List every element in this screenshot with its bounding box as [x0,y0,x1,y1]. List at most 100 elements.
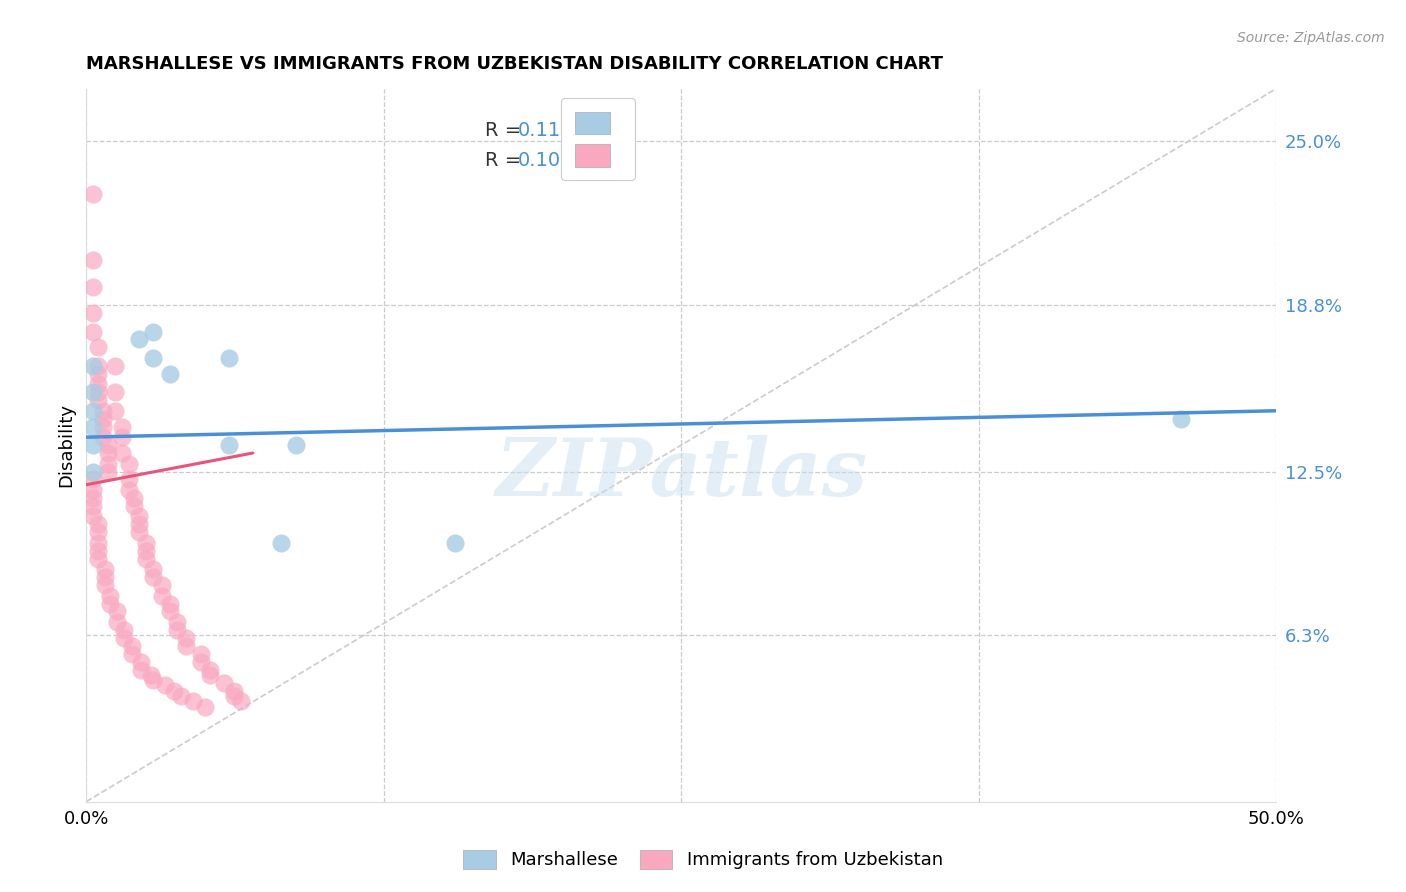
Point [121,639,143,653]
Point [152,589,174,603]
Point [87,367,110,381]
Point [183,694,205,708]
Point [163,683,186,698]
Point [128,517,150,532]
Point [91,430,114,444]
Point [87,536,110,550]
Point [98,589,121,603]
Point [222,683,245,698]
Point [82,419,104,434]
Point [198,668,221,682]
Text: Source: ZipAtlas.com: Source: ZipAtlas.com [1237,31,1385,45]
Point [91,403,114,417]
Point [87,525,110,540]
Point [82,499,104,513]
Point [222,689,245,703]
Point [87,393,110,408]
Point [94,570,117,584]
Point [105,605,128,619]
Point [128,333,150,347]
Text: 82: 82 [600,152,627,170]
Point [82,465,104,479]
Point [159,597,181,611]
Point [129,663,152,677]
Point [153,678,176,692]
Point [166,623,188,637]
Point [444,536,467,550]
Point [105,615,128,629]
Point [1170,411,1192,425]
Point [82,472,104,486]
Point [128,525,150,540]
Text: MARSHALLESE VS IMMIGRANTS FROM UZBEKISTAN DISABILITY CORRELATION CHART: MARSHALLESE VS IMMIGRANTS FROM UZBEKISTA… [86,55,943,73]
Point [135,536,157,550]
Point [91,411,114,425]
Point [87,377,110,392]
Point [94,578,117,592]
Point [142,351,165,365]
Point [142,570,165,584]
Point [170,689,193,703]
Point [190,655,212,669]
Text: N =: N = [568,120,624,140]
Point [218,351,240,365]
Text: R =: R = [485,152,527,170]
Point [142,325,165,339]
Point [129,655,152,669]
Text: 0.109: 0.109 [519,152,574,170]
Text: ZIPatlas: ZIPatlas [495,435,868,512]
Point [198,663,221,677]
Point [135,543,157,558]
Point [159,605,181,619]
Point [142,562,165,576]
Point [229,694,252,708]
Point [284,438,307,452]
Point [98,597,121,611]
Point [190,647,212,661]
Point [111,446,134,460]
Point [82,385,104,400]
Text: R =: R = [485,120,527,140]
Point [82,187,104,202]
Point [142,673,165,687]
Point [218,438,240,452]
Point [128,509,150,524]
Point [112,631,135,645]
Point [104,403,127,417]
Point [118,483,141,497]
Point [270,536,292,550]
Point [122,499,145,513]
Point [82,403,104,417]
Point [87,340,110,354]
Point [82,509,104,524]
Text: 0.114: 0.114 [519,120,574,140]
Point [112,623,135,637]
Point [135,551,157,566]
Text: 16: 16 [600,120,627,140]
Point [82,253,104,268]
Point [87,385,110,400]
Y-axis label: Disability: Disability [58,403,75,487]
Point [91,419,114,434]
Point [82,491,104,505]
Point [97,465,120,479]
Point [166,615,188,629]
Legend: , : , [561,98,636,180]
Point [94,562,117,576]
Text: N =: N = [568,152,624,170]
Point [152,578,174,592]
Point [82,438,104,452]
Point [194,699,217,714]
Point [214,675,236,690]
Point [87,551,110,566]
Point [121,647,143,661]
Point [82,359,104,373]
Point [82,325,104,339]
Point [87,517,110,532]
Point [118,457,141,471]
Point [139,668,162,682]
Legend: Marshallese, Immigrants from Uzbekistan: Marshallese, Immigrants from Uzbekistan [454,841,952,879]
Point [104,385,127,400]
Point [159,367,181,381]
Point [174,631,197,645]
